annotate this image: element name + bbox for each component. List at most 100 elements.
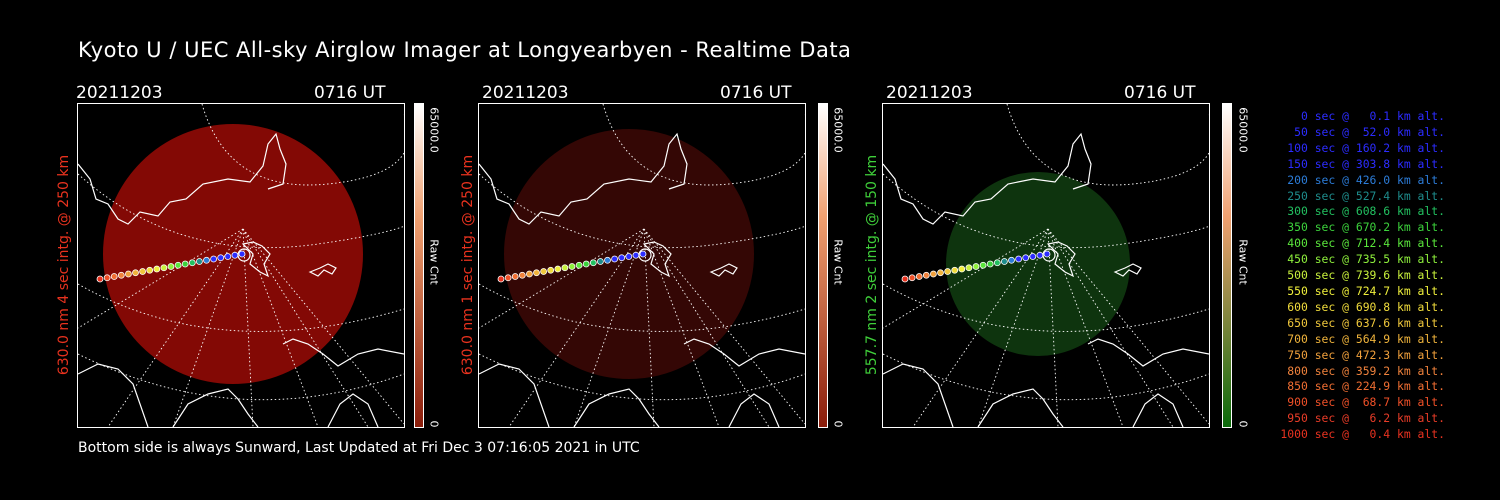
track-point (972, 263, 980, 270)
panel-1-time: 0716 UT (314, 83, 386, 103)
panel-2-sky-map (479, 104, 805, 427)
track-point (993, 259, 1001, 267)
legend-row: 700 sec @ 564.9 km alt. (1280, 331, 1445, 346)
track-point (915, 273, 923, 280)
track-point (1001, 258, 1008, 265)
longitude-grid-line (242, 228, 254, 427)
coastline (1113, 263, 1142, 277)
coastline (683, 338, 805, 367)
coastline (1046, 241, 1076, 278)
coastline (883, 132, 1092, 225)
latitude-grid-line (602, 104, 805, 186)
legend-row: 800 sec @ 359.2 km alt. (1280, 363, 1445, 378)
track-point (986, 260, 994, 268)
track-point (196, 258, 203, 265)
legend-row: 550 sec @ 724.7 km alt. (1280, 283, 1445, 298)
longitude-grid-line (1047, 228, 1059, 427)
panel-1-image (77, 103, 405, 428)
track-point (132, 269, 139, 277)
track-point (1036, 251, 1044, 259)
track-point (188, 259, 196, 267)
coastline (573, 388, 660, 427)
track-point (547, 266, 555, 274)
track-point (533, 269, 540, 277)
track-point (625, 253, 633, 260)
panel-2-side-label: 630.0 nm 1 sec intg. @ 250 km (460, 154, 476, 376)
panel-3-side-label: 557.7 nm 2 sec intg. @ 150 km (864, 154, 880, 376)
track-point (1008, 256, 1015, 264)
longitude-grid-line (1047, 228, 1124, 427)
legend-row: 850 sec @ 224.9 km alt. (1280, 379, 1445, 394)
track-point (526, 270, 533, 278)
coastline (172, 388, 259, 427)
panel-1-colorbar-unit: Raw Cnt (427, 239, 441, 285)
longitude-grid-line (1047, 228, 1174, 427)
track-point (937, 269, 944, 277)
track-point (511, 273, 519, 280)
track-point (540, 268, 547, 275)
track-point (597, 258, 604, 265)
panel-1-colorbar-min: 0 (427, 420, 441, 428)
longitude-grid-line (977, 228, 1049, 427)
longitude-grid-line (573, 228, 645, 427)
panel-1-sky-map (78, 104, 404, 427)
track-point (930, 270, 937, 278)
legend-row: 300 sec @ 608.6 km alt. (1280, 204, 1445, 219)
coastline (282, 338, 404, 367)
panel-3-colorbar-min: 0 (1236, 420, 1250, 428)
legend-row: 750 sec @ 472.3 km alt. (1280, 347, 1445, 362)
track-point (568, 263, 576, 270)
panel-2-colorbar-max: 65000.0 (831, 107, 845, 153)
coastline (308, 263, 337, 277)
coastline (977, 388, 1064, 427)
legend-row: 150 sec @ 303.8 km alt. (1280, 156, 1445, 171)
panel-3-date: 20211203 (886, 83, 973, 103)
coastline (327, 393, 379, 427)
track-point (561, 264, 569, 272)
latitude-grid-line (883, 353, 1209, 401)
track-point (639, 250, 647, 258)
legend-row: 450 sec @ 735.5 km alt. (1280, 252, 1445, 267)
legend-row: 350 sec @ 670.2 km alt. (1280, 220, 1445, 235)
latitude-grid-line (201, 104, 404, 186)
longitude-grid-line (242, 228, 319, 427)
track-point (174, 261, 182, 269)
track-point (604, 256, 611, 264)
track-point (979, 261, 987, 269)
panel-2-image (478, 103, 806, 428)
legend-row: 400 sec @ 712.4 km alt. (1280, 236, 1445, 251)
coastline (1132, 393, 1184, 427)
legend-row: 1000 sec @ 0.4 km alt. (1280, 427, 1445, 442)
track-point (103, 274, 111, 282)
panel-3-colorbar-max: 65000.0 (1236, 107, 1250, 153)
observatory-marker (1042, 248, 1056, 262)
panel-3-colorbar-unit: Raw Cnt (1236, 239, 1250, 285)
legend-row: 250 sec @ 527.4 km alt. (1280, 188, 1445, 203)
footer-note: Bottom side is always Sunward, Last Upda… (78, 440, 640, 456)
coastline (78, 132, 287, 225)
legend-row: 100 sec @ 160.2 km alt. (1280, 140, 1445, 155)
legend-row: 650 sec @ 637.6 km alt. (1280, 315, 1445, 330)
track-point (575, 261, 583, 269)
track-point (1029, 253, 1037, 260)
legend-row: 0 sec @ 0.1 km alt. (1280, 109, 1445, 123)
page-title: Kyoto U / UEC All-sky Airglow Imager at … (78, 38, 852, 62)
track-point (217, 254, 225, 262)
coastline (479, 363, 550, 427)
panel-2-colorbar-min: 0 (831, 420, 845, 428)
track-point (1015, 255, 1023, 263)
track-point (153, 265, 161, 273)
airglow-disk (946, 172, 1130, 356)
track-point (238, 250, 246, 258)
track-point (1022, 254, 1030, 262)
track-point (224, 253, 232, 260)
track-point (125, 270, 132, 278)
coastline (709, 263, 738, 277)
panel-2-colorbar-unit: Raw Cnt (831, 239, 845, 285)
track-point (160, 264, 168, 272)
track-point (554, 265, 562, 273)
legend-row: 600 sec @ 690.8 km alt. (1280, 299, 1445, 314)
coastline (642, 241, 672, 278)
track-point (589, 259, 597, 267)
track-point (96, 275, 104, 283)
